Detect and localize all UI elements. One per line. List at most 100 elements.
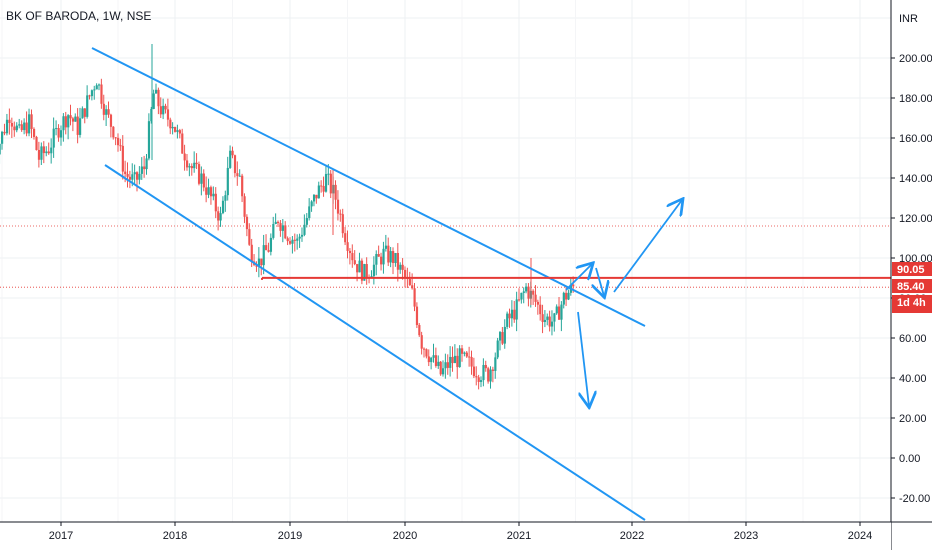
y-tick-label: 0.00 [899, 453, 920, 465]
candle-body [28, 114, 31, 134]
candle-body [281, 225, 285, 231]
candle-body [324, 173, 328, 192]
candle-body [489, 369, 492, 382]
target-up-arrow[interactable] [613, 200, 682, 293]
candle-body [231, 150, 234, 156]
time-axis-bg [0, 522, 891, 550]
candle-body [475, 376, 478, 378]
x-tick-label: 2019 [278, 530, 302, 542]
time-axis[interactable]: 2017 2018 2019 2020 2021 2022 2023 2024 [0, 521, 932, 550]
candle-body [105, 109, 108, 115]
candle-body [510, 309, 514, 319]
candle-body [401, 264, 404, 270]
y-tick-label: 40.00 [899, 373, 927, 385]
candle-body [562, 292, 565, 305]
candle-body [363, 264, 366, 281]
candle-body [293, 239, 296, 241]
candle-body [336, 199, 340, 214]
candle-body [284, 225, 287, 239]
candle-body [243, 196, 246, 217]
candle-body [365, 264, 368, 278]
candle-body [119, 145, 122, 147]
candle-body [60, 130, 63, 138]
candle-body [224, 195, 227, 201]
trend-drawings[interactable] [91, 47, 891, 521]
breakdown-down-arrow[interactable] [577, 311, 589, 406]
candle-body [560, 304, 563, 320]
candle-body [404, 269, 407, 278]
candle-body [57, 128, 60, 138]
retest-down-arrow[interactable] [596, 267, 604, 296]
candle-body [214, 193, 217, 212]
candle-body [291, 239, 294, 244]
y-tick-label: -20.00 [899, 493, 930, 505]
candle-body [260, 258, 263, 266]
candle-body [399, 264, 402, 270]
candle-body [351, 253, 354, 261]
candle-body [147, 121, 151, 159]
lower-channel-line[interactable] [104, 164, 646, 521]
candle-body [503, 326, 506, 344]
candle-body [37, 149, 41, 160]
x-tick-label: 2020 [393, 530, 417, 542]
bar-countdown-tag-bg [892, 295, 932, 313]
candle-body [171, 126, 174, 129]
candle-body [183, 153, 186, 161]
candle-body [185, 160, 189, 168]
candle-body [446, 362, 449, 368]
candle-body [536, 301, 540, 305]
candle-body [131, 174, 134, 180]
candle-body [308, 206, 311, 219]
candle-body [83, 108, 86, 117]
candle-body [442, 368, 445, 375]
candle-body [241, 175, 244, 197]
candle-body [430, 357, 433, 363]
candle-body [494, 357, 497, 371]
candle-body [200, 173, 203, 184]
candle-body [465, 352, 468, 357]
candle-body [162, 105, 165, 115]
candle-body [423, 348, 426, 350]
candle-body [520, 292, 523, 300]
level-price-tag: 90.05 [897, 264, 925, 276]
candle-body [42, 146, 45, 154]
candle-body [30, 114, 33, 129]
candle-body [136, 172, 139, 180]
y-tick-label: 120.00 [899, 213, 932, 225]
candle-body [0, 143, 1, 155]
candle-body [193, 162, 196, 169]
candle-body [55, 128, 58, 130]
candle-body [69, 115, 72, 119]
candle-body [71, 118, 75, 122]
candle-body [93, 89, 96, 91]
candle-body [468, 356, 471, 358]
breakout-up-arrow[interactable] [565, 264, 592, 291]
candle-body [348, 250, 352, 254]
candle-body [305, 218, 308, 225]
candle-body [114, 137, 117, 139]
x-tick-label: 2023 [734, 530, 758, 542]
candle-body [277, 221, 280, 224]
candle-body [322, 186, 325, 192]
y-tick-label: 200.00 [899, 53, 932, 65]
candle-body [463, 352, 466, 354]
candle-body [100, 84, 103, 104]
y-tick-label: 140.00 [899, 173, 932, 185]
upper-channel-line[interactable] [91, 47, 646, 327]
candle-body [451, 356, 454, 364]
candle-body [434, 355, 438, 366]
candle-body [553, 313, 556, 322]
candle-body [190, 166, 193, 169]
candle-body [300, 234, 304, 237]
candle-body [150, 108, 153, 122]
candle-body [45, 151, 48, 154]
candle-body [102, 103, 105, 115]
candle-body [513, 309, 516, 320]
candle-body [250, 244, 253, 262]
candle-body [370, 276, 373, 278]
candle-body [133, 172, 136, 175]
candle-body [272, 224, 275, 238]
candle-body [50, 147, 53, 154]
candle-body [461, 348, 464, 354]
